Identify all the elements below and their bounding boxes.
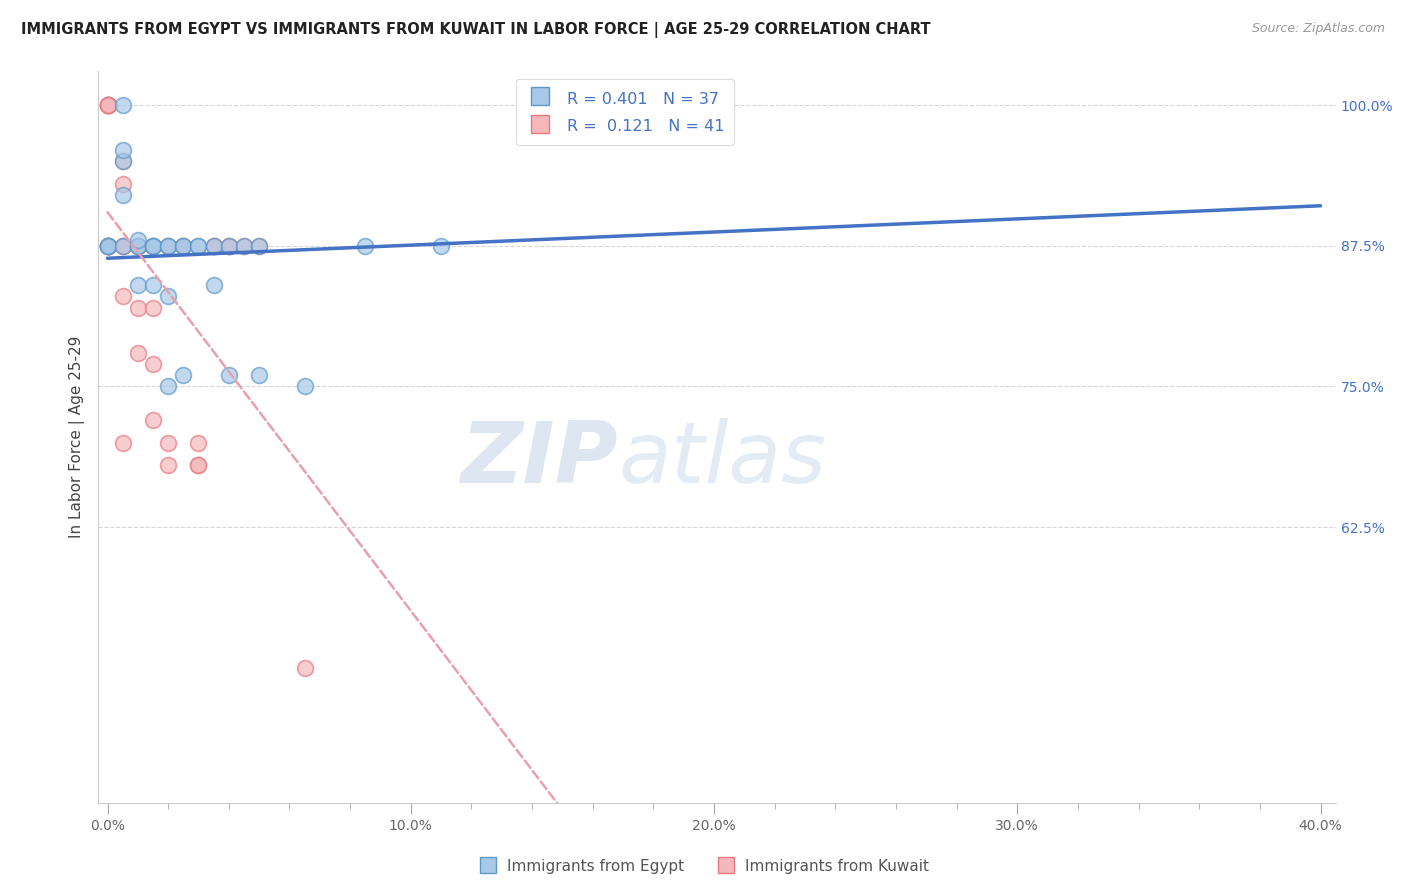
Point [233, 239, 256, 253]
Point [157, 458, 180, 473]
Point [627, 98, 650, 112]
Point [96, 239, 118, 253]
Point [247, 239, 270, 253]
Point [111, 239, 134, 253]
Point [172, 368, 194, 383]
Point [172, 239, 194, 253]
Point [96, 98, 118, 112]
Point [187, 435, 209, 450]
Point [96, 98, 118, 112]
Legend: R = 0.401   N = 37, R =  0.121   N = 41: R = 0.401 N = 37, R = 0.121 N = 41 [516, 79, 734, 145]
Point [111, 143, 134, 157]
Point [247, 368, 270, 383]
Point [294, 379, 316, 393]
Point [96, 98, 118, 112]
Point [218, 239, 240, 253]
Point [157, 239, 180, 253]
Y-axis label: In Labor Force | Age 25-29: In Labor Force | Age 25-29 [69, 336, 84, 538]
Point [127, 239, 149, 253]
Point [157, 379, 180, 393]
Point [96, 239, 118, 253]
Point [157, 435, 180, 450]
Point [142, 413, 165, 427]
Point [187, 458, 209, 473]
Point [127, 239, 149, 253]
Text: ZIP: ZIP [460, 417, 619, 500]
Point [430, 239, 453, 253]
Point [127, 239, 149, 253]
Point [172, 239, 194, 253]
Point [202, 239, 225, 253]
Point [172, 239, 194, 253]
Point [111, 154, 134, 169]
Point [96, 239, 118, 253]
Point [127, 345, 149, 359]
Point [96, 98, 118, 112]
Point [233, 239, 256, 253]
Point [111, 177, 134, 191]
Point [111, 239, 134, 253]
Point [96, 239, 118, 253]
Point [127, 278, 149, 293]
Text: atlas: atlas [619, 417, 827, 500]
Point [96, 239, 118, 253]
Point [142, 278, 165, 293]
Point [142, 239, 165, 253]
Point [111, 435, 134, 450]
Point [96, 98, 118, 112]
Point [96, 239, 118, 253]
Text: IMMIGRANTS FROM EGYPT VS IMMIGRANTS FROM KUWAIT IN LABOR FORCE | AGE 25-29 CORRE: IMMIGRANTS FROM EGYPT VS IMMIGRANTS FROM… [21, 22, 931, 38]
Text: Source: ZipAtlas.com: Source: ZipAtlas.com [1251, 22, 1385, 36]
Point [157, 239, 180, 253]
Point [127, 239, 149, 253]
Point [96, 98, 118, 112]
Point [111, 239, 134, 253]
Point [96, 239, 118, 253]
Point [127, 239, 149, 253]
Point [218, 368, 240, 383]
Point [111, 188, 134, 202]
Point [354, 239, 377, 253]
Point [142, 301, 165, 315]
Point [202, 239, 225, 253]
Point [202, 278, 225, 293]
Point [202, 239, 225, 253]
Point [218, 239, 240, 253]
Point [218, 239, 240, 253]
Point [127, 239, 149, 253]
Point [142, 239, 165, 253]
Point [157, 289, 180, 303]
Point [142, 357, 165, 371]
Point [111, 98, 134, 112]
Point [247, 239, 270, 253]
Point [187, 239, 209, 253]
Point [111, 289, 134, 303]
Point [187, 458, 209, 473]
Point [142, 239, 165, 253]
Point [142, 239, 165, 253]
Point [172, 239, 194, 253]
Point [96, 239, 118, 253]
Point [127, 301, 149, 315]
Point [157, 239, 180, 253]
Point [127, 233, 149, 247]
Point [111, 154, 134, 169]
Point [187, 239, 209, 253]
Point [294, 661, 316, 675]
Legend: Immigrants from Egypt, Immigrants from Kuwait: Immigrants from Egypt, Immigrants from K… [471, 853, 935, 880]
